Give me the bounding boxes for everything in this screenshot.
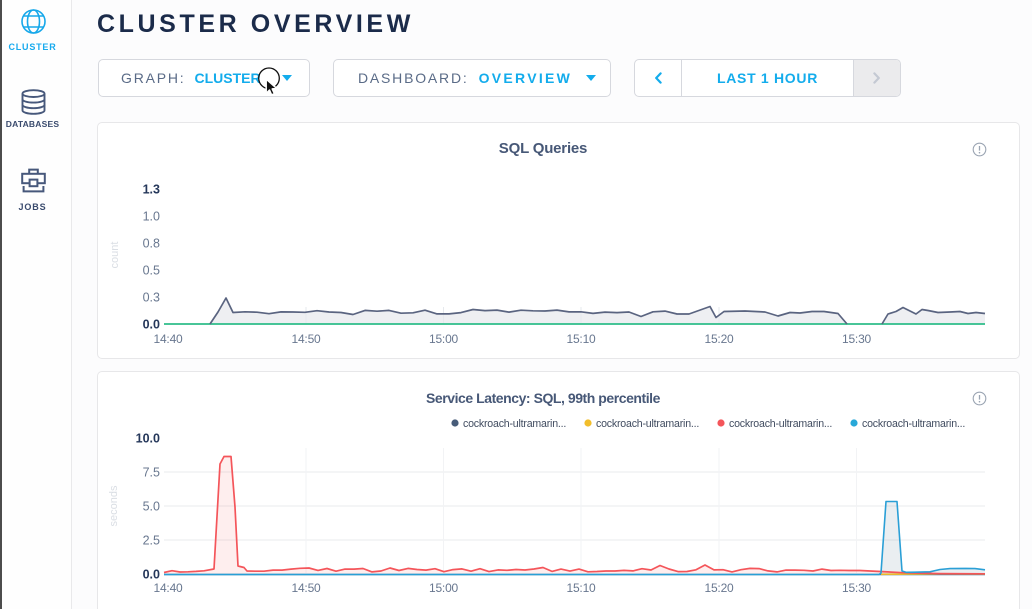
svg-text:15:10: 15:10: [566, 332, 596, 346]
svg-text:0.5: 0.5: [143, 264, 160, 278]
svg-text:14:50: 14:50: [291, 332, 321, 346]
svg-text:0.0: 0.0: [143, 318, 160, 332]
svg-text:0.3: 0.3: [143, 291, 160, 305]
svg-text:15:10: 15:10: [566, 581, 596, 595]
svg-text:7.5: 7.5: [143, 466, 160, 480]
svg-text:15:30: 15:30: [842, 332, 872, 346]
svg-text:15:20: 15:20: [704, 332, 734, 346]
svg-text:1.0: 1.0: [143, 210, 160, 224]
svg-text:14:40: 14:40: [153, 581, 183, 595]
svg-text:14:40: 14:40: [153, 332, 183, 346]
svg-text:0.0: 0.0: [143, 568, 160, 582]
svg-text:cockroach-ultramarin...: cockroach-ultramarin...: [729, 418, 832, 430]
svg-text:seconds: seconds: [108, 485, 120, 526]
svg-text:5.0: 5.0: [143, 500, 160, 514]
svg-text:15:00: 15:00: [429, 332, 459, 346]
svg-text:15:20: 15:20: [704, 581, 734, 595]
svg-text:15:30: 15:30: [842, 581, 872, 595]
svg-text:cockroach-ultramarin...: cockroach-ultramarin...: [463, 418, 566, 430]
svg-text:10.0: 10.0: [136, 432, 160, 446]
svg-text:count: count: [109, 242, 121, 269]
svg-text:cockroach-ultramarin...: cockroach-ultramarin...: [862, 418, 965, 430]
svg-text:0.8: 0.8: [143, 237, 160, 251]
svg-text:15:00: 15:00: [429, 581, 459, 595]
svg-text:14:50: 14:50: [291, 581, 321, 595]
svg-text:2.5: 2.5: [143, 534, 160, 548]
svg-text:1.3: 1.3: [143, 183, 160, 197]
svg-text:cockroach-ultramarin...: cockroach-ultramarin...: [596, 418, 699, 430]
